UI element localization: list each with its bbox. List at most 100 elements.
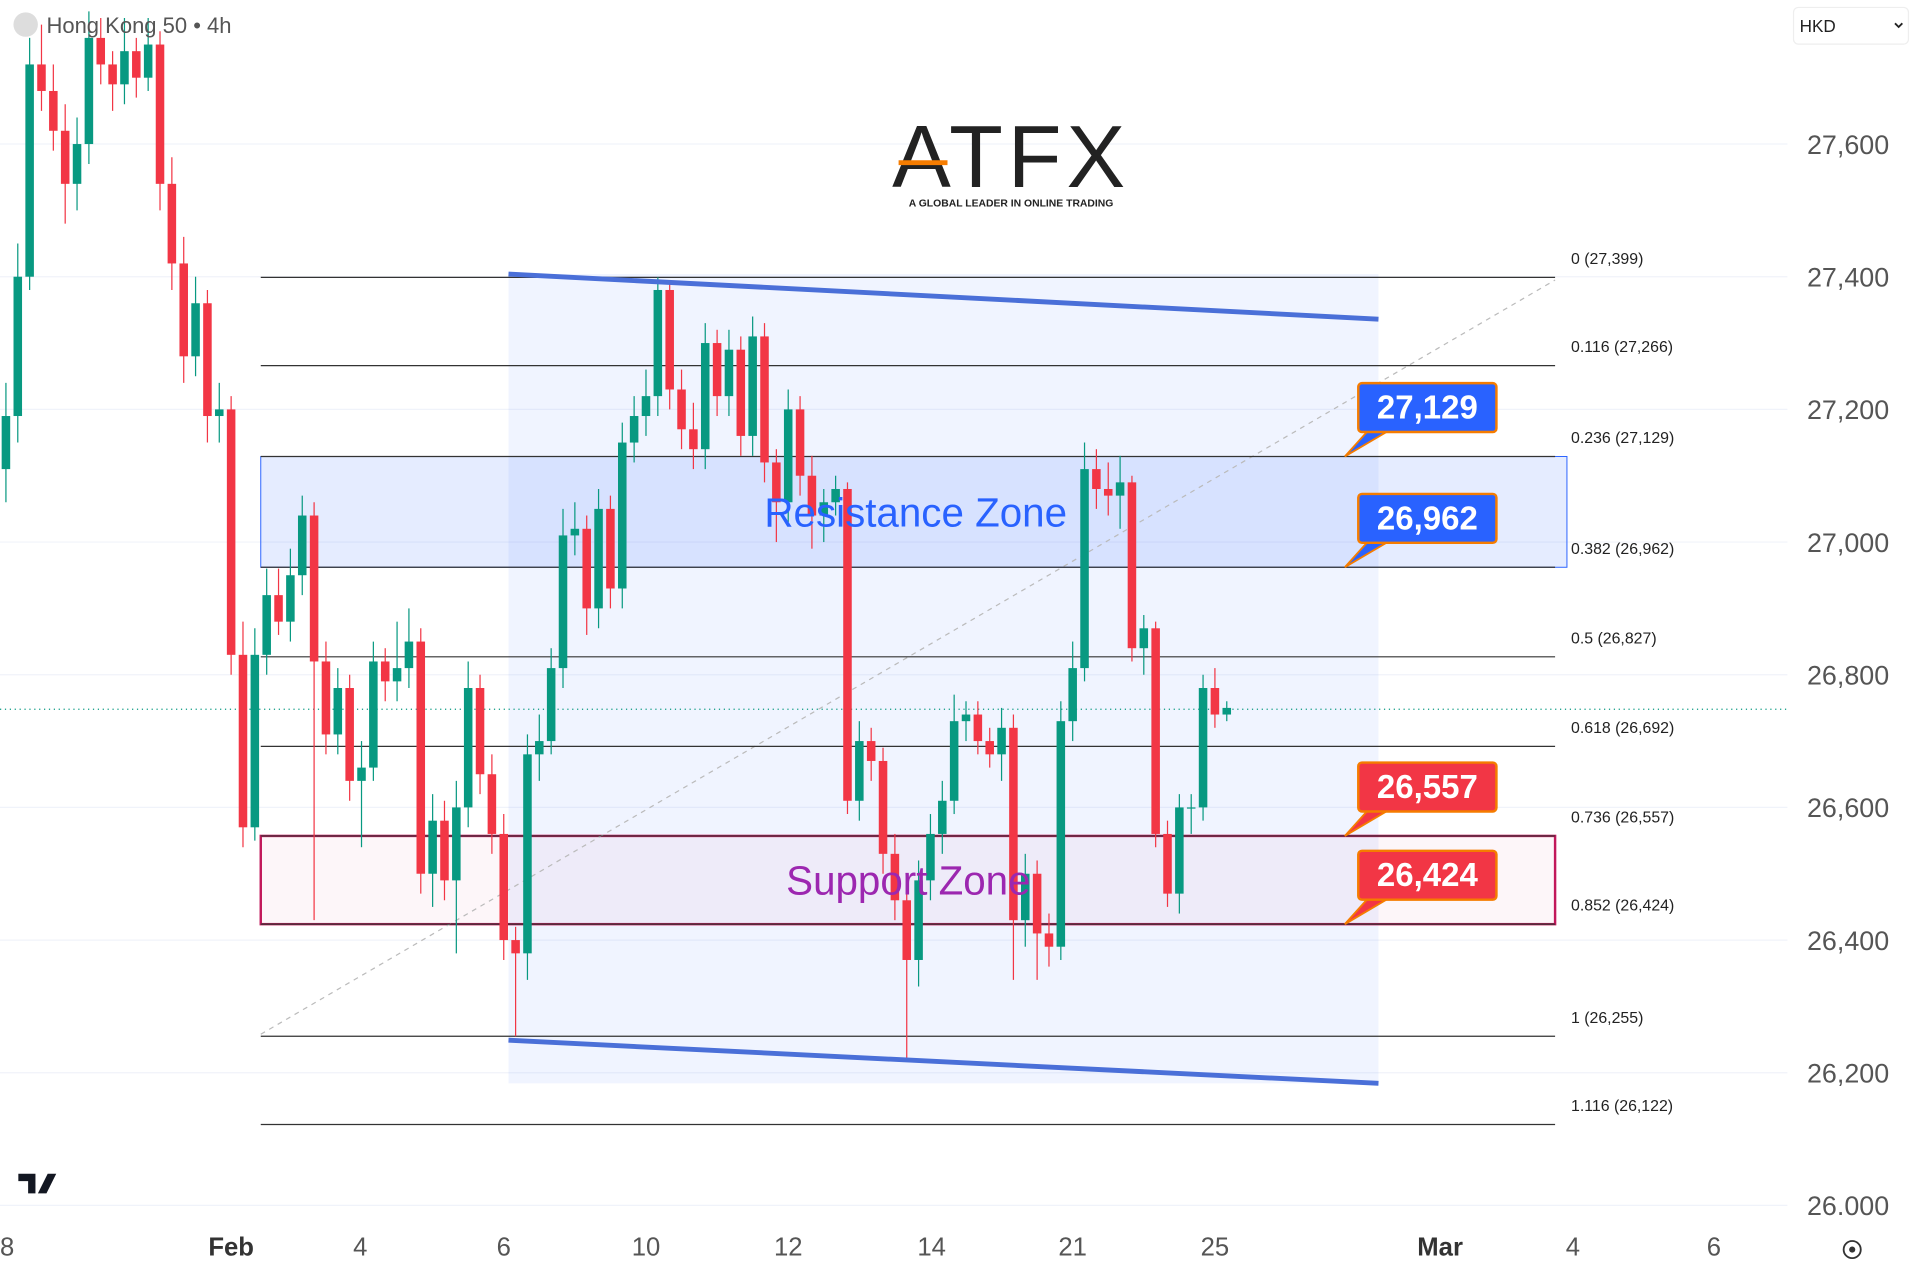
- y-tick-label: 26,200: [1807, 1059, 1889, 1089]
- candle-body: [120, 51, 129, 85]
- price-tag-label: 26,424: [1377, 856, 1479, 893]
- candle-body: [440, 820, 449, 881]
- candle-body: [807, 475, 817, 516]
- candle-body: [855, 741, 864, 801]
- x-tick-label: 25: [1201, 1234, 1230, 1262]
- tv-logo: [18, 1173, 57, 1194]
- candle-body: [926, 833, 935, 881]
- candle-body: [973, 714, 983, 742]
- candle-body: [606, 508, 615, 589]
- x-tick-label: 21: [1058, 1234, 1087, 1262]
- zone-label: Resistance Zone: [764, 490, 1067, 536]
- fib-level-label: 0.382 (26,962): [1571, 541, 1674, 558]
- candle-body: [890, 853, 900, 901]
- zone-label: Support Zone: [786, 858, 1030, 904]
- x-tick-label: 4: [353, 1234, 367, 1262]
- symbol-icon: [13, 12, 38, 37]
- candle-body: [250, 654, 260, 828]
- x-tick-label: 10: [632, 1234, 661, 1262]
- candle-body: [1186, 807, 1196, 809]
- candle-body: [689, 429, 698, 450]
- channel-upper: [508, 271, 1379, 322]
- logo-tagline: A GLOBAL LEADER IN ONLINE TRADING: [909, 199, 1114, 210]
- candle-body: [629, 416, 639, 443]
- candle-body: [96, 37, 106, 65]
- candle-body: [357, 767, 366, 781]
- candle-body: [582, 528, 591, 609]
- candle-body: [831, 488, 840, 503]
- candle-body: [1127, 482, 1137, 649]
- candle-body: [535, 741, 544, 755]
- candle-body: [819, 502, 829, 516]
- candle-body: [1092, 469, 1101, 489]
- candle-body: [914, 880, 923, 960]
- candle-body: [653, 289, 663, 397]
- candle-body: [13, 276, 23, 417]
- candle-body: [748, 336, 757, 436]
- candle-body: [84, 37, 94, 145]
- candle-body: [475, 687, 485, 775]
- price-tag-box: [1357, 492, 1498, 545]
- price-tag-box: [1357, 849, 1498, 901]
- channel-area: [508, 274, 1379, 1084]
- candle-body: [226, 409, 236, 655]
- x-tick-label: 12: [774, 1234, 803, 1262]
- candle-body: [309, 515, 319, 662]
- x-tick-label: 4: [1566, 1234, 1580, 1262]
- x-tick-label: Mar: [1417, 1234, 1463, 1262]
- candle-body: [570, 528, 580, 536]
- y-tick-label: 26,800: [1807, 661, 1889, 691]
- y-tick-label: 27,600: [1807, 130, 1889, 160]
- x-tick-label: Feb: [208, 1234, 254, 1262]
- candle-body: [321, 661, 331, 735]
- fib-level-label: 0.736 (26,557): [1571, 809, 1674, 826]
- candle-body: [772, 462, 781, 503]
- candle-body: [215, 409, 224, 417]
- candle-body: [463, 687, 473, 808]
- candle-body: [902, 900, 912, 960]
- price-tag-box: [1357, 381, 1498, 434]
- candle-body: [843, 488, 852, 801]
- candle-body: [1175, 807, 1184, 894]
- candle-body: [428, 820, 437, 874]
- y-tick-label: 27,400: [1807, 262, 1889, 292]
- fib-level-label: 1.116 (26,122): [1571, 1098, 1673, 1115]
- candle-body: [72, 144, 82, 184]
- candle-body: [1139, 628, 1149, 649]
- y-tick-label: 26,600: [1807, 793, 1889, 823]
- settings-icon[interactable]: [1842, 1240, 1862, 1260]
- price-tag-label: 26,962: [1377, 499, 1478, 536]
- chart-title: Hong Kong 50 • 4h: [46, 13, 231, 38]
- candle-body: [238, 654, 248, 828]
- candle-body: [1163, 833, 1172, 894]
- background-layer: [0, 143, 1788, 1207]
- candles-layer: [1, 11, 1232, 1060]
- candle-body: [274, 595, 283, 622]
- x-tick-label: 6: [497, 1234, 511, 1262]
- price-tag-label: 26,557: [1377, 768, 1478, 805]
- candle-body: [1044, 933, 1054, 947]
- candle-body: [487, 774, 497, 834]
- candle-body: [1210, 687, 1220, 715]
- candle-body: [1068, 668, 1077, 722]
- candle-body: [380, 661, 390, 682]
- candle-body: [949, 721, 959, 801]
- y-tick-label: 26,400: [1807, 926, 1889, 956]
- candle-body: [961, 714, 971, 722]
- candle-body: [108, 64, 117, 85]
- logo: ATFX: [892, 107, 1130, 206]
- currency-dropdown[interactable]: [1792, 6, 1910, 45]
- candle-body: [1103, 488, 1113, 496]
- currency-label: HKD: [1800, 17, 1836, 36]
- candle-body: [700, 343, 710, 450]
- candle-body: [523, 754, 532, 954]
- candle-body: [760, 336, 769, 463]
- y-tick-label: 26.000: [1807, 1191, 1889, 1221]
- candle-body: [618, 442, 627, 589]
- candle-body: [997, 727, 1006, 755]
- candle-body: [333, 687, 343, 735]
- candle-body: [155, 44, 165, 184]
- candle-body: [677, 389, 686, 430]
